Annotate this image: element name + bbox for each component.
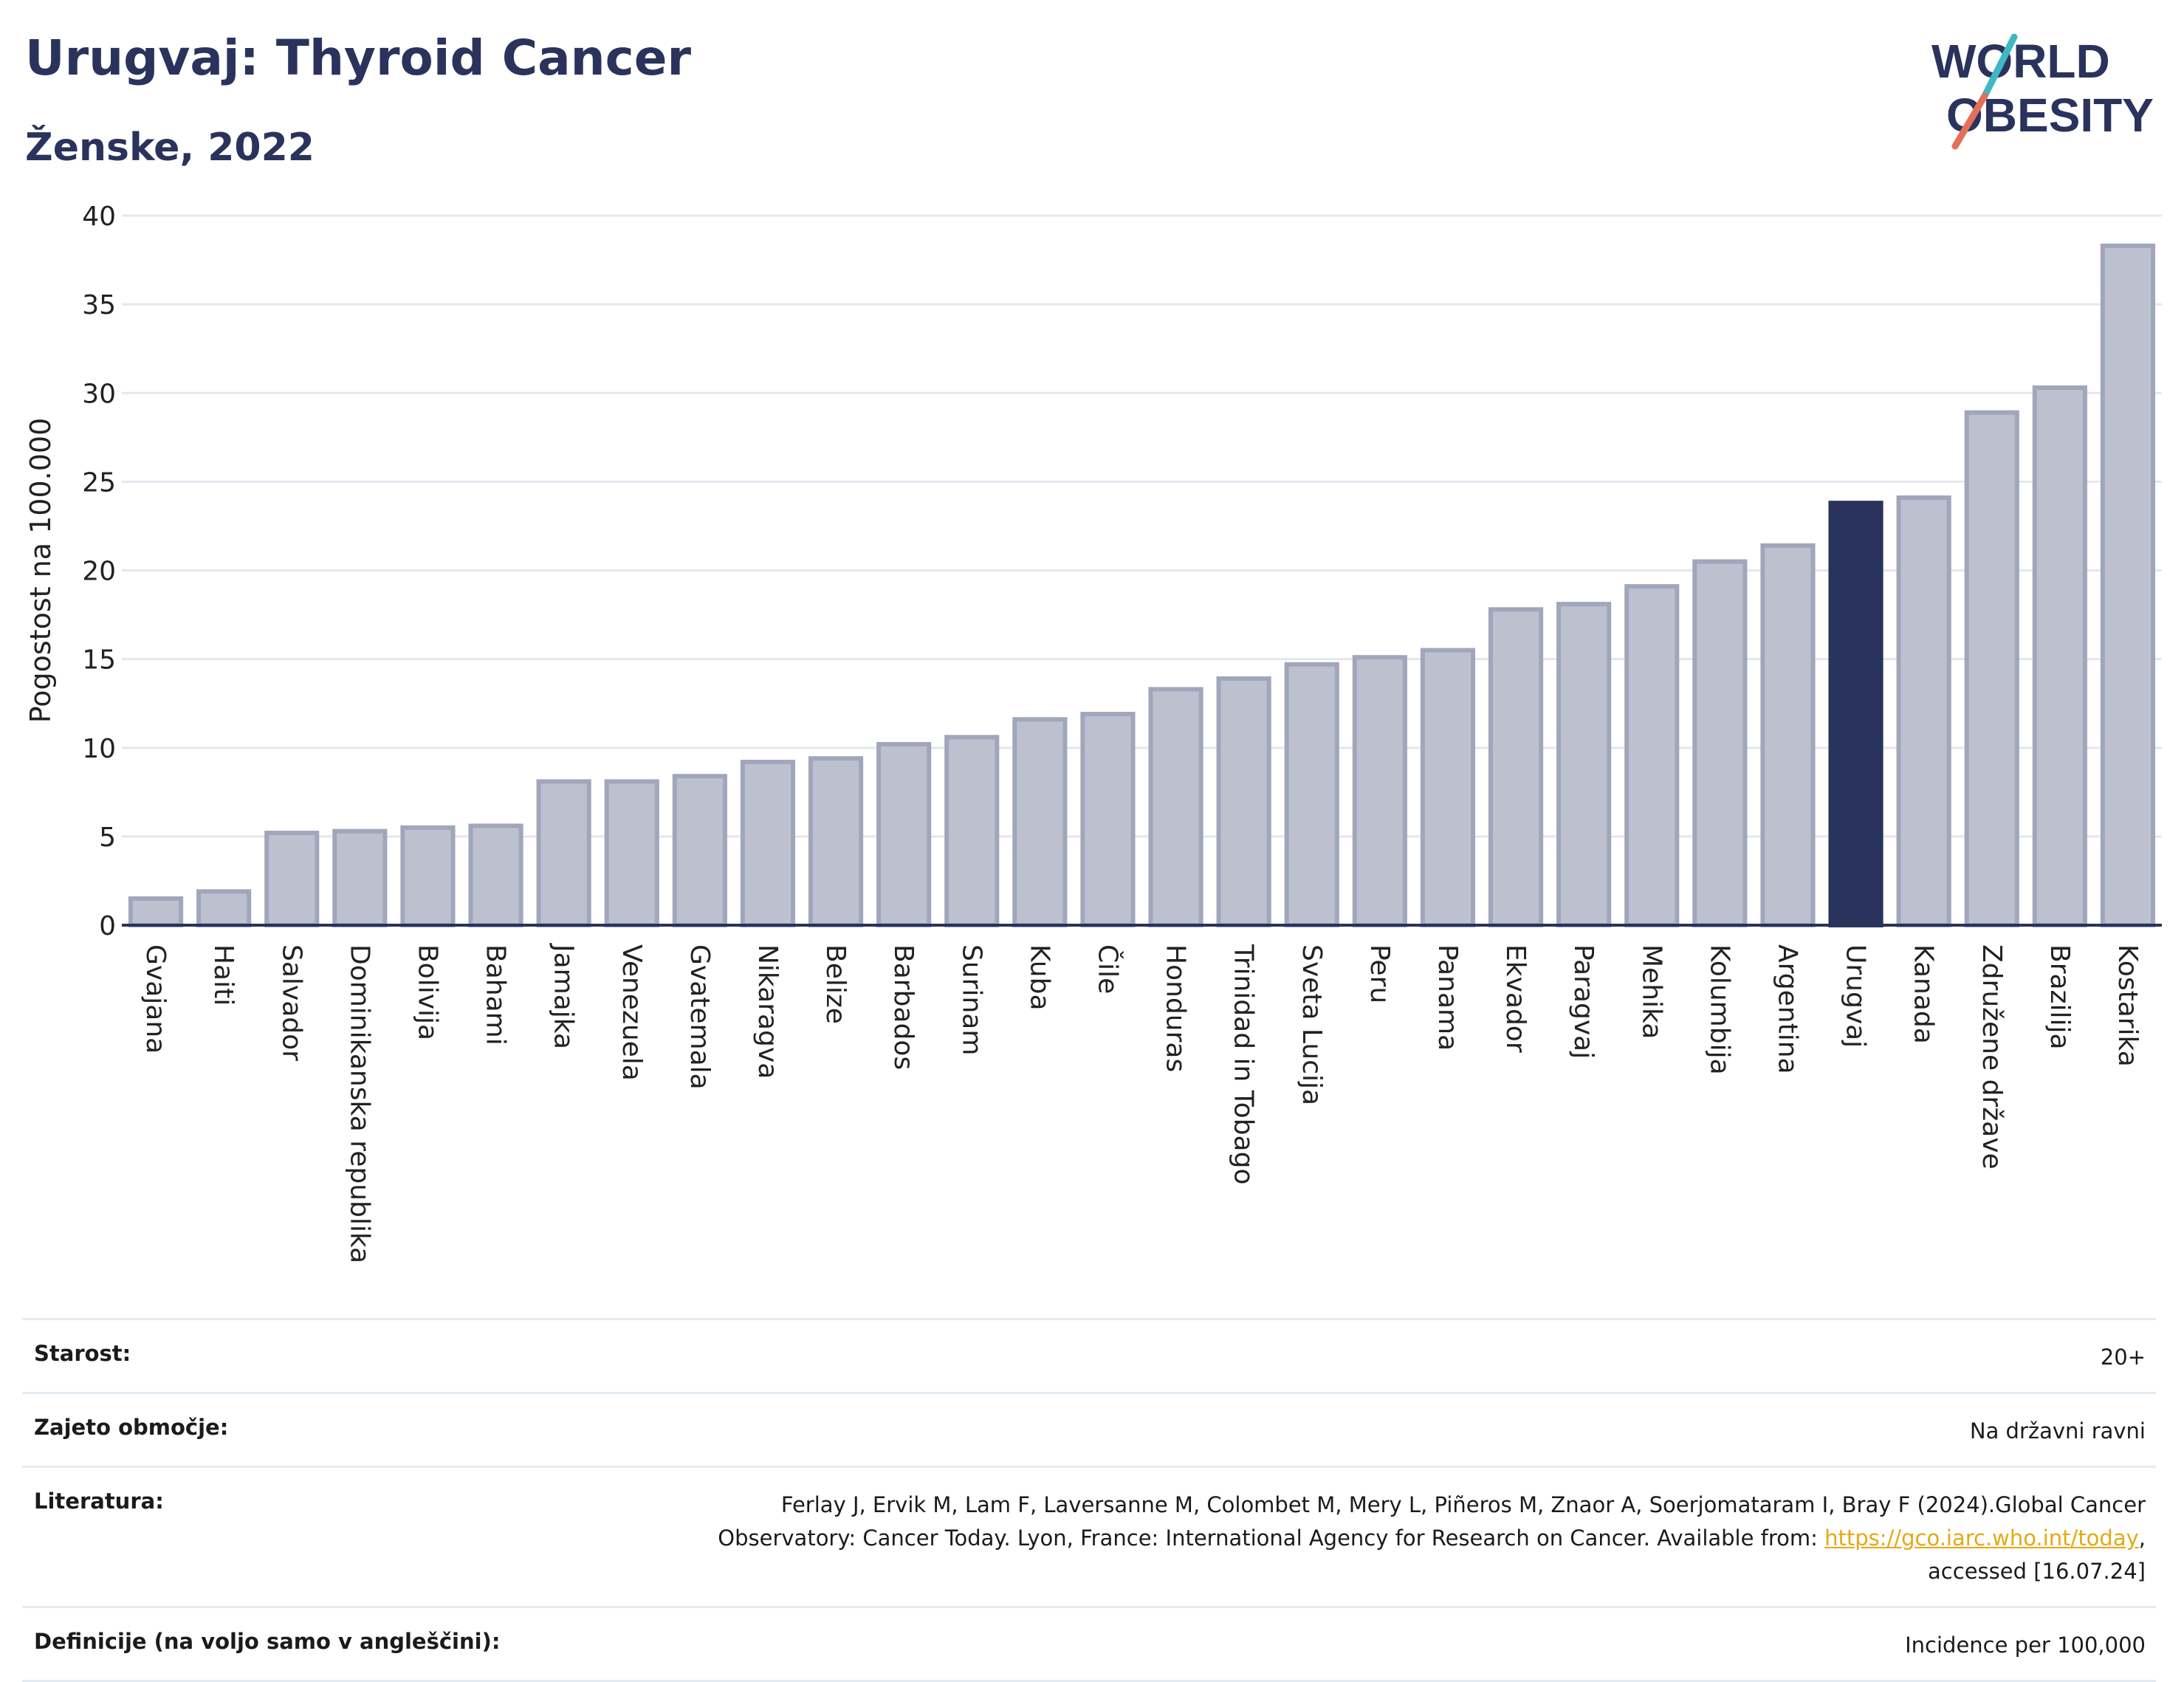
x-tick-label: Barbados [888,944,918,1070]
x-tick-label: Argentina [1772,944,1802,1074]
bar [876,741,932,927]
bar [1556,602,1612,928]
x-tick-label: Surinam [956,944,986,1055]
info-table: Starost: 20+ Zajeto območje: Na državni … [22,1318,2156,1682]
bar [604,779,659,928]
bar [944,735,1000,928]
x-tick-label: Bolivija [412,944,442,1040]
bar [1284,662,1339,928]
x-tick-label: Paragvaj [1568,944,1598,1059]
bar [740,759,796,927]
x-tick-label: Nikaragva [752,944,783,1079]
info-value-literature: Ferlay J, Ervik M, Lam F, Laversanne M, … [718,1489,2146,1588]
logo-slash-bottom [1951,92,1988,150]
x-tick-label: Honduras [1161,944,1191,1072]
info-label-age: Starost: [34,1341,131,1366]
literature-line-1: Ferlay J, Ervik M, Lam F, Laversanne M, … [780,1492,2146,1517]
x-axis-labels: Gvajana Haiti Salvador Dominikanska republi… [140,943,2143,1263]
bar [128,896,184,928]
y-tick-label: 15 [82,645,116,676]
logo-text-world: WORLD [1931,35,2110,88]
bar [2032,385,2087,928]
bar [1624,584,1680,927]
bar-chart: 0 5 10 15 20 25 30 35 40 Gvajana Haiti Salvador Dom… [24,202,2162,1263]
y-tick-label: 25 [82,467,116,498]
page-title: Urugvaj: Thyroid Cancer [25,30,692,86]
info-row-definitions: Definicije (na voljo samo v angleščini):… [22,1605,2156,1682]
x-tick-label: Urugvaj [1841,944,1871,1048]
bar [2100,243,2156,927]
y-axis-ticks: 0 5 10 15 20 25 30 35 40 [82,202,116,941]
x-tick-label: Čile [1092,944,1123,994]
bars [128,243,2156,928]
y-tick-label: 0 [99,911,116,941]
y-tick-label: 10 [82,734,116,764]
literature-line-2-suffix: , [2138,1525,2146,1551]
info-label-definitions: Definicije (na voljo samo v angleščini): [34,1628,501,1654]
y-tick-label: 35 [82,290,116,320]
bar [1012,717,1068,927]
bar [468,823,523,928]
x-tick-label: Salvador [276,944,306,1061]
x-tick-label: Kanada [1909,944,1939,1044]
bar [1352,655,1407,927]
x-tick-label: Panama [1432,944,1463,1051]
bar [264,831,320,928]
bar [1148,687,1203,928]
bar [1692,559,1748,927]
literature-line-3: accessed [16.07.24] [1928,1558,2146,1584]
y-tick-label: 40 [82,202,116,232]
bar [400,825,456,927]
x-tick-label: Kuba [1024,944,1054,1011]
x-tick-label: Dominikanska republika [344,944,374,1263]
x-tick-label: Kostarika [2112,944,2143,1067]
bar [1420,648,1476,927]
bar [536,779,591,928]
bar [196,889,252,927]
info-label-coverage: Zajeto območje: [34,1414,229,1440]
page-subtitle: Ženske, 2022 [25,126,315,170]
bar [1760,543,1816,927]
x-tick-label: Ekvador [1500,944,1531,1053]
x-tick-label: Trinidad in Tobago [1229,944,1259,1184]
x-tick-label: Sveta Lucija [1297,944,1327,1105]
bar [808,756,864,927]
bar [1896,495,1951,927]
bar [672,774,727,927]
x-tick-label: Belize [820,944,851,1024]
x-tick-label: Kolumbija [1704,944,1734,1075]
bar [1216,676,1271,927]
x-tick-label: Peru [1364,944,1395,1003]
bar [1488,607,1544,927]
x-tick-label: Gvatemala [684,944,715,1090]
x-tick-label: Bahami [481,944,511,1046]
x-tick-label: Jamajka [549,943,579,1049]
info-value-age: 20+ [2100,1345,2146,1370]
y-axis-label: Pogostost na 100.000 [24,418,57,724]
y-tick-label: 30 [82,379,116,409]
x-tick-label: Venezuela [617,944,647,1081]
bar [1080,712,1136,927]
bar [1964,410,2019,927]
logo-text-obesity: OBESITY [1946,89,2154,142]
x-tick-label: Mehika [1636,944,1666,1039]
info-value-coverage: Na državni ravni [1969,1418,2146,1444]
literature-link[interactable]: https://gco.iarc.who.int/today [1824,1525,2139,1551]
info-label-literature: Literatura: [34,1488,164,1514]
logo-slash-top [1981,33,2018,100]
y-tick-label: 5 [99,823,116,853]
bar [332,828,388,927]
x-tick-label: Brazilija [2044,944,2075,1050]
x-tick-label: Gvajana [140,944,171,1054]
y-tick-label: 20 [82,557,116,587]
literature-line-2-prefix: Observatory: Cancer Today. Lyon, France:… [718,1525,1825,1551]
info-value-definitions: Incidence per 100,000 [1905,1632,2146,1658]
bar-highlight [1828,501,1883,927]
info-row-literature: Literatura: Ferlay J, Ervik M, Lam F, La… [22,1465,2156,1606]
info-row-age: Starost: 20+ [22,1318,2156,1392]
x-tick-label: Združene države [1977,944,2007,1170]
x-tick-label: Haiti [208,944,238,1006]
info-row-coverage: Zajeto območje: Na državni ravni [22,1391,2156,1466]
world-obesity-logo: WORLD OBESITY [1931,33,2154,150]
